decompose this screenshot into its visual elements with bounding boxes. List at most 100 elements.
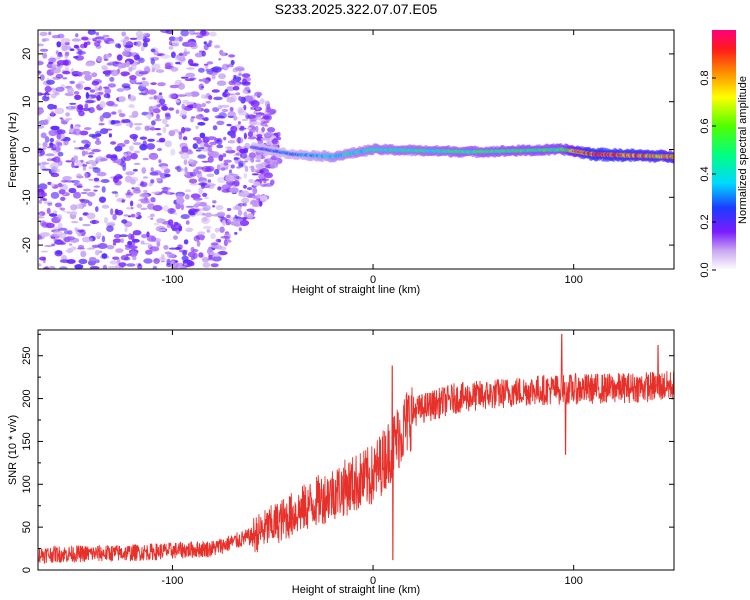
spectrogram-cell — [168, 36, 176, 42]
spectrogram-cell — [268, 109, 277, 113]
spectrogram-cell — [108, 40, 116, 44]
spectrogram-cell — [202, 262, 211, 268]
spectrogram-cell — [223, 159, 232, 163]
spectrogram-cell — [186, 150, 194, 155]
spectrogram-cell — [158, 92, 163, 95]
spectrogram-cell — [264, 172, 273, 179]
spectrogram-cell — [178, 249, 188, 253]
spectrogram-cell — [210, 242, 219, 246]
spectrogram-ytick-label: 10 — [21, 96, 33, 108]
spectrogram-cell — [209, 31, 217, 37]
spectrogram-cell — [191, 116, 196, 119]
spectrogram-cell — [241, 118, 248, 122]
spectrogram-cell — [79, 130, 89, 136]
spectrogram-cell — [59, 266, 68, 269]
spectrogram-cell — [53, 210, 58, 214]
spectrogram-cell — [110, 141, 117, 145]
spectrogram-cell — [83, 41, 88, 49]
snr-series-line — [37, 333, 675, 565]
spectrogram-cell — [144, 125, 150, 131]
spectrogram-cell — [93, 189, 98, 192]
spectrogram-cell — [130, 213, 135, 218]
spectrogram-cell — [69, 80, 75, 84]
spectrogram-cell — [214, 227, 220, 233]
spectrogram-cell — [181, 146, 189, 153]
spectrogram-cell — [133, 123, 143, 126]
spectrogram-cell — [207, 257, 217, 261]
spectrogram-cell — [38, 143, 42, 146]
spectrogram-cell — [101, 186, 106, 193]
ridge-cell — [671, 154, 674, 160]
spectrogram-cell — [77, 233, 82, 237]
spectrogram-cell — [183, 172, 188, 176]
spectrogram-cell — [85, 151, 89, 155]
spectrogram-cell — [39, 48, 49, 52]
spectrogram-cell — [136, 203, 143, 209]
spectrogram-cell — [78, 81, 85, 84]
spectrogram-cell — [118, 95, 126, 103]
spectrogram-cell — [168, 107, 175, 111]
spectrogram-cell — [244, 165, 249, 172]
spectrogram-cell — [219, 226, 225, 233]
spectrogram-cell — [95, 249, 100, 256]
spectrogram-cell — [130, 152, 138, 160]
spectrogram-cell — [180, 203, 184, 211]
spectrogram-cell — [128, 233, 132, 240]
spectrogram-cell — [221, 63, 229, 71]
spectrogram-cell — [70, 204, 78, 211]
spectrogram-cell — [150, 58, 155, 65]
spectrogram-cell — [207, 179, 212, 183]
colorbar-tick-label: 0.8 — [699, 70, 711, 85]
spectrogram-cell — [110, 69, 120, 77]
spectrogram-cell — [84, 74, 92, 81]
spectrogram-cell — [61, 44, 68, 52]
spectrogram-cell — [75, 33, 79, 38]
spectrogram-cell — [52, 226, 61, 230]
spectrogram-cell — [82, 166, 87, 171]
spectrogram-cell — [143, 258, 153, 264]
spectrogram-cell — [83, 127, 92, 131]
spectrogram-cell — [192, 143, 198, 150]
spectrogram-cell — [122, 40, 126, 47]
spectrogram-cell — [201, 102, 207, 108]
spectrogram-cell — [47, 181, 52, 185]
spectrogram-cell — [183, 263, 188, 266]
spectrogram-cell — [38, 125, 45, 129]
colorbar-gradient — [712, 30, 736, 270]
spectrogram-cell — [59, 117, 63, 120]
spectrogram-cell — [151, 63, 161, 71]
spectrogram-cell — [129, 250, 138, 257]
spectrogram-cell — [128, 66, 133, 72]
snr-ticks: -100 0 100 0 50 100 150 200 250 — [21, 330, 674, 587]
spectrogram-cell — [180, 109, 188, 116]
spectrogram-cell — [272, 139, 279, 144]
spectrogram-cell — [51, 148, 56, 151]
spectrogram-cell — [230, 59, 235, 66]
spectrogram-cell — [60, 118, 65, 125]
spectrogram-cell — [214, 44, 221, 49]
spectrogram-cell — [91, 244, 100, 248]
spectrogram-cell — [270, 179, 275, 185]
spectrogram-cell — [198, 79, 203, 82]
spectrogram-cell — [98, 91, 104, 95]
spectrogram-cell — [176, 165, 182, 173]
spectrogram-cell — [134, 186, 141, 192]
spectrogram-cell — [110, 208, 114, 216]
spectrogram-cell — [95, 32, 100, 36]
spectrogram-cell — [151, 191, 160, 194]
spectrogram-cell — [94, 130, 102, 138]
spectrogram-cell — [93, 177, 100, 182]
spectrogram-cell — [204, 142, 209, 147]
spectrogram-cell — [164, 251, 172, 255]
spectrogram-cell — [73, 191, 81, 199]
spectrogram-cell — [202, 216, 208, 222]
spectrogram-cell — [105, 54, 111, 59]
spectrogram-cell — [184, 189, 192, 193]
spectrogram-cell — [220, 104, 230, 108]
spectrogram-cell — [44, 85, 52, 93]
spectrogram-cell — [92, 219, 96, 225]
snr-ytick-label: 50 — [21, 521, 33, 533]
spectrogram-cell — [129, 200, 134, 207]
